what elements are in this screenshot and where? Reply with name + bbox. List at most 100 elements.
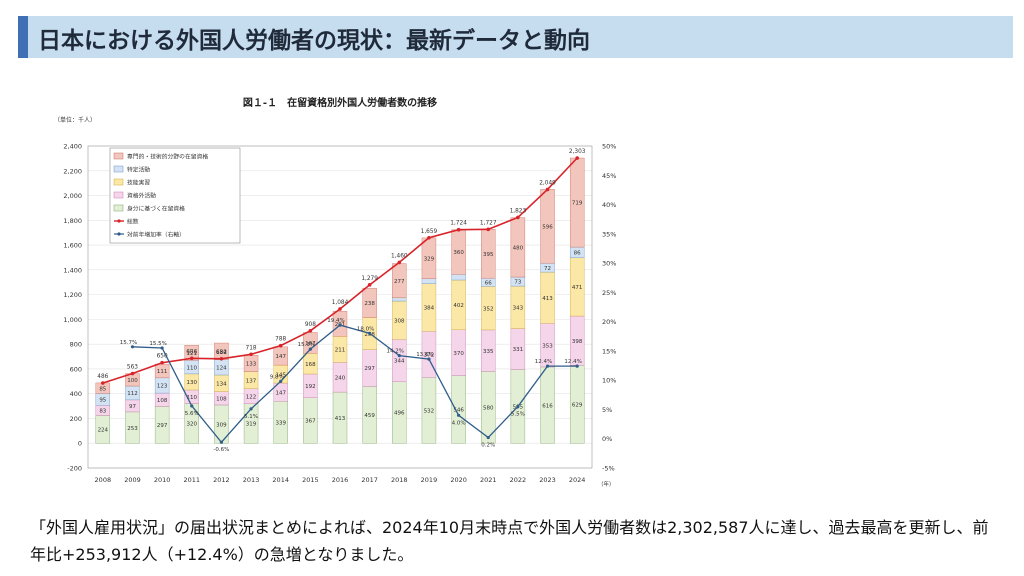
bar-value-label: 253: [127, 426, 138, 432]
legend-label: 総数: [127, 218, 139, 226]
bar-value-label: 66: [485, 280, 492, 286]
x-tick-label: 2012: [213, 476, 230, 484]
x-tick-label: 2018: [391, 476, 408, 484]
x-tick-label: 2015: [302, 476, 319, 484]
growth-value-label: 0.2%: [481, 443, 495, 449]
growth-point: [308, 347, 312, 351]
bar-value-label: 384: [424, 306, 435, 312]
x-tick-label: 2017: [361, 476, 378, 484]
total-point: [427, 235, 431, 240]
total-value-label: 788: [275, 337, 286, 343]
bar-value-label: 580: [483, 406, 494, 412]
total-value-label: 1,823: [510, 208, 527, 214]
x-tick-label: 2008: [95, 476, 112, 484]
bar-value-label: 308: [394, 318, 405, 324]
total-value-label: 1,460: [391, 253, 408, 259]
bar-value-label: 192: [305, 384, 316, 390]
bar-value-label: 133: [246, 362, 257, 368]
bar-value-label: 95: [99, 398, 106, 404]
bar-value-label: 240: [335, 375, 346, 381]
total-value-label: 1,724: [450, 221, 467, 227]
bar-segment: [184, 345, 199, 361]
bar-value-label: 86: [574, 251, 581, 257]
legend-swatch: [113, 165, 124, 173]
y-tick-label: 1,200: [63, 291, 82, 299]
bar-value-label: 398: [572, 339, 583, 345]
x-tick-label: 2014: [272, 476, 289, 484]
legend-label: 身分に基づく在留資格: [127, 205, 185, 213]
growth-point: [516, 404, 520, 409]
bar-value-label: 471: [572, 285, 583, 291]
legend-marker: [117, 219, 121, 223]
growth-point: [456, 413, 461, 417]
total-value-label: 2,303: [569, 149, 586, 155]
x-tick-label: 2020: [450, 476, 467, 484]
bar-segment: [421, 278, 437, 284]
y2-tick-label: 10%: [602, 377, 616, 385]
bar-value-label: 402: [453, 303, 464, 309]
x-tick-label: 2021: [480, 476, 497, 484]
y-tick-label: 1,400: [63, 266, 82, 274]
y-tick-label: 2,400: [63, 143, 82, 151]
total-point: [308, 328, 313, 333]
growth-value-label: 5.1%: [244, 414, 258, 420]
bar-value-label: 122: [246, 394, 257, 400]
growth-value-label: 12.4%: [564, 359, 581, 365]
bar-segment: [451, 274, 466, 281]
growth-point: [338, 323, 342, 327]
total-point: [219, 356, 224, 361]
bar-value-label: 459: [364, 413, 375, 419]
growth-point: [575, 364, 579, 368]
bar-value-label: 546: [453, 408, 464, 414]
y-tick-label: -200: [67, 465, 82, 473]
bar-value-label: 360: [453, 250, 464, 256]
total-value-label: 2,049: [539, 180, 556, 186]
bar-value-label: 309: [216, 422, 227, 428]
growth-value-label: 18.0%: [357, 326, 374, 332]
y-tick-label: 1,600: [63, 242, 82, 250]
y2-tick-label: 50%: [602, 143, 616, 151]
bar-value-label: 167: [305, 341, 316, 347]
bar-value-label: 211: [335, 347, 346, 353]
growth-point: [160, 346, 164, 350]
growth-line: [132, 324, 578, 444]
bar-segment: [392, 297, 407, 302]
x-tick-label: 2013: [243, 476, 260, 484]
bar-value-label: 137: [246, 378, 257, 384]
growth-point: [130, 345, 135, 349]
y2-tick-label: 5%: [602, 406, 612, 414]
bar-value-label: 111: [157, 369, 168, 375]
y2-tick-label: 20%: [602, 318, 616, 326]
bar-value-label: 145: [275, 372, 286, 378]
y-tick-label: 1,800: [63, 217, 82, 225]
bar-value-label: 329: [424, 256, 435, 262]
bar-value-label: 352: [483, 306, 494, 312]
growth-value-label: 15.3%: [298, 342, 315, 348]
total-value-label: 1,659: [421, 229, 438, 235]
growth-value-label: 9.8%: [270, 374, 284, 380]
total-point: [101, 381, 105, 385]
bar-value-label: 629: [572, 402, 583, 408]
legend-box: [109, 147, 241, 244]
bar-value-label: 331: [513, 347, 524, 353]
bar-value-label: 121: [187, 351, 198, 357]
y2-tick-label: 15%: [602, 347, 616, 355]
x-tick-label: 2022: [510, 476, 527, 484]
x-tick-label: 2024: [569, 476, 586, 484]
bar-value-label: 370: [453, 351, 464, 357]
bar-value-label: 100: [127, 378, 138, 384]
legend-marker: [117, 232, 121, 236]
x-unit-label: （年）: [598, 480, 615, 488]
y-tick-label: 2,200: [63, 167, 82, 175]
total-value-label: 686: [186, 349, 197, 355]
bar-value-label: 168: [305, 362, 316, 368]
bar-value-label: 124: [216, 366, 227, 372]
x-tick-label: 2023: [539, 476, 556, 484]
growth-point: [397, 353, 401, 358]
legend-label: 専門的・技術的分野の在留資格: [127, 153, 208, 161]
growth-value-label: 5.6%: [185, 411, 199, 417]
total-value-label: 682: [216, 350, 227, 356]
total-point: [367, 283, 372, 287]
bar-segment: [362, 287, 377, 318]
growth-value-label: 15.7%: [120, 340, 137, 346]
